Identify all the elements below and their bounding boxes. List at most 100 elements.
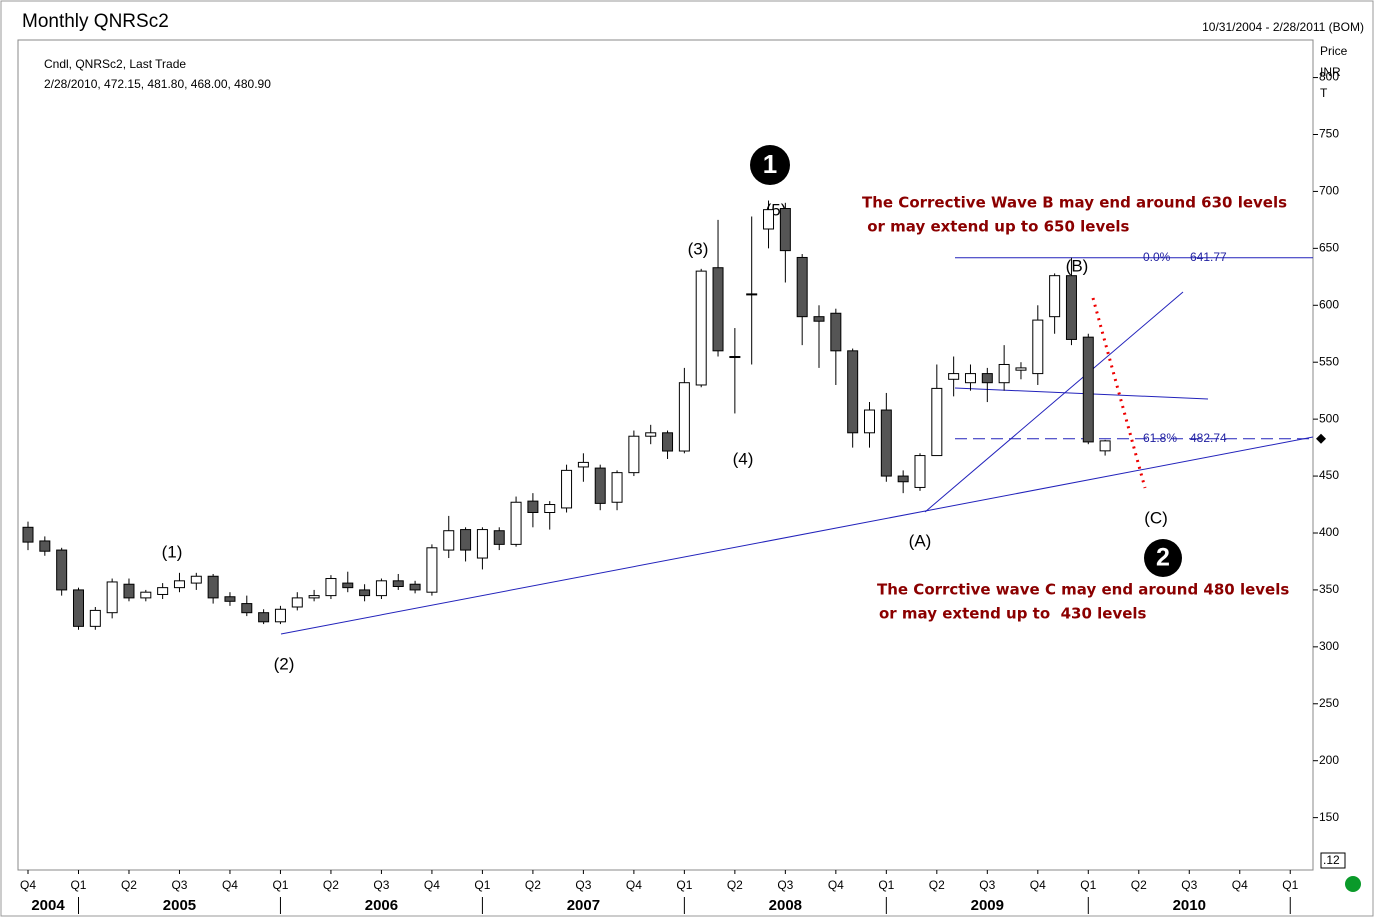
wave-label: (A) xyxy=(909,531,932,550)
trend-line xyxy=(954,387,1209,400)
candle-body xyxy=(628,435,640,474)
candle-body xyxy=(409,583,421,591)
bottom-marker-box xyxy=(1320,852,1346,869)
trend-line xyxy=(924,291,1184,513)
y-tick-label: 150 xyxy=(1319,810,1339,824)
wave-label: (3) xyxy=(688,239,709,258)
wave-badge xyxy=(1144,539,1182,577)
x-tick-label: Q4 xyxy=(828,878,844,892)
x-tick-label: Q2 xyxy=(525,878,541,892)
candle-body xyxy=(157,587,169,595)
candle-body xyxy=(897,475,909,483)
candle-body xyxy=(662,432,674,452)
legend: Cndl, QNRSc2, Last Trade xyxy=(44,57,186,71)
note: or may extend up to 430 levels xyxy=(879,605,1147,623)
y-tick-label: 300 xyxy=(1319,639,1339,653)
y-tick-label: 250 xyxy=(1319,696,1339,710)
wave-label: (2) xyxy=(274,654,295,673)
candle-body xyxy=(207,575,219,599)
chart-title: Monthly QNRSc2 xyxy=(22,11,169,32)
last-values: 2/28/2010, 472.15, 481.80, 468.00, 480.9… xyxy=(44,77,271,91)
candle-body xyxy=(1032,319,1044,375)
candle-body xyxy=(964,373,976,384)
candle-body xyxy=(173,580,185,589)
y-tick-label: 650 xyxy=(1319,241,1339,255)
x-tick-label: Q4 xyxy=(222,878,238,892)
y-tick-label: 550 xyxy=(1319,354,1339,368)
x-tick-label: Q3 xyxy=(373,878,389,892)
note: The Corrctive wave C may end around 480 … xyxy=(877,581,1289,599)
x-tick-label: Q4 xyxy=(1232,878,1248,892)
candle-body xyxy=(140,591,152,599)
candle-body xyxy=(678,382,690,452)
candle-body xyxy=(864,409,875,434)
y-tick-label: 450 xyxy=(1319,468,1339,482)
x-tick-label: Q1 xyxy=(70,878,86,892)
candle-body xyxy=(241,603,253,614)
x-tick-label: Q3 xyxy=(1181,878,1197,892)
candle-body xyxy=(22,526,34,543)
candle-body xyxy=(1099,440,1111,452)
wave-badge-label: 1 xyxy=(763,149,777,179)
candle-body xyxy=(123,583,135,599)
y-tick-label: 800 xyxy=(1319,70,1339,84)
candle-body xyxy=(224,596,236,602)
x-tick-label: Q1 xyxy=(1080,878,1096,892)
candle-body xyxy=(1065,275,1077,340)
year-label: 2005 xyxy=(163,897,196,914)
note: or may extend up to 650 levels xyxy=(862,218,1130,236)
candle-body xyxy=(561,469,573,509)
x-tick-label: Q4 xyxy=(1030,878,1046,892)
trend-line xyxy=(280,436,1314,635)
candle-body xyxy=(39,540,51,552)
candle-body xyxy=(712,267,724,352)
year-label: 2007 xyxy=(567,897,600,914)
x-tick-label: Q3 xyxy=(171,878,187,892)
candle-body xyxy=(476,529,488,559)
candle-body xyxy=(611,472,623,503)
candle-body xyxy=(527,500,539,513)
fib-value: 482.74 xyxy=(1190,431,1227,445)
x-tick-label: Q4 xyxy=(424,878,440,892)
last-price-marker xyxy=(1316,433,1326,444)
x-tick-label: Q2 xyxy=(929,878,945,892)
wave-badge-label: 2 xyxy=(1156,544,1170,572)
candle-body xyxy=(830,312,842,352)
candle-body xyxy=(914,455,926,488)
candle-body xyxy=(981,373,993,384)
candle-body xyxy=(89,609,101,627)
y-tick-label: 400 xyxy=(1319,525,1339,539)
status-dot xyxy=(1345,876,1361,892)
candle-body xyxy=(291,597,303,608)
candle-body xyxy=(1015,367,1027,371)
x-tick-label: Q2 xyxy=(323,878,339,892)
axis-label: T xyxy=(1320,86,1328,100)
wave-label: (C) xyxy=(1144,508,1168,527)
fib-pct: 61.8% xyxy=(1143,431,1177,445)
candle-body xyxy=(190,575,202,584)
axis-label: INR xyxy=(1320,65,1341,79)
candle-body xyxy=(594,467,606,504)
x-tick-label: Q1 xyxy=(272,878,288,892)
candle-body xyxy=(729,356,741,359)
x-tick-label: Q4 xyxy=(626,878,642,892)
y-tick-label: 700 xyxy=(1319,184,1339,198)
candle-body xyxy=(392,580,404,588)
candle-body xyxy=(72,589,84,627)
candle-body xyxy=(779,208,791,252)
x-tick-label: Q1 xyxy=(1282,878,1298,892)
candle-body xyxy=(577,461,589,468)
x-tick-label: Q3 xyxy=(777,878,793,892)
year-label: 2004 xyxy=(31,897,65,914)
projection-line xyxy=(1091,297,1147,489)
y-tick-label: 200 xyxy=(1319,753,1339,767)
x-tick-label: Q2 xyxy=(121,878,137,892)
x-tick-label: Q1 xyxy=(878,878,894,892)
date-range: 10/31/2004 - 2/28/2011 (BOM) xyxy=(1202,20,1364,34)
candle-body xyxy=(426,547,438,593)
candle-body xyxy=(56,549,68,591)
fib-pct: 0.0% xyxy=(1143,250,1171,264)
x-tick-label: Q2 xyxy=(1131,878,1147,892)
candle-body xyxy=(1049,275,1061,318)
candle-body xyxy=(274,608,286,623)
